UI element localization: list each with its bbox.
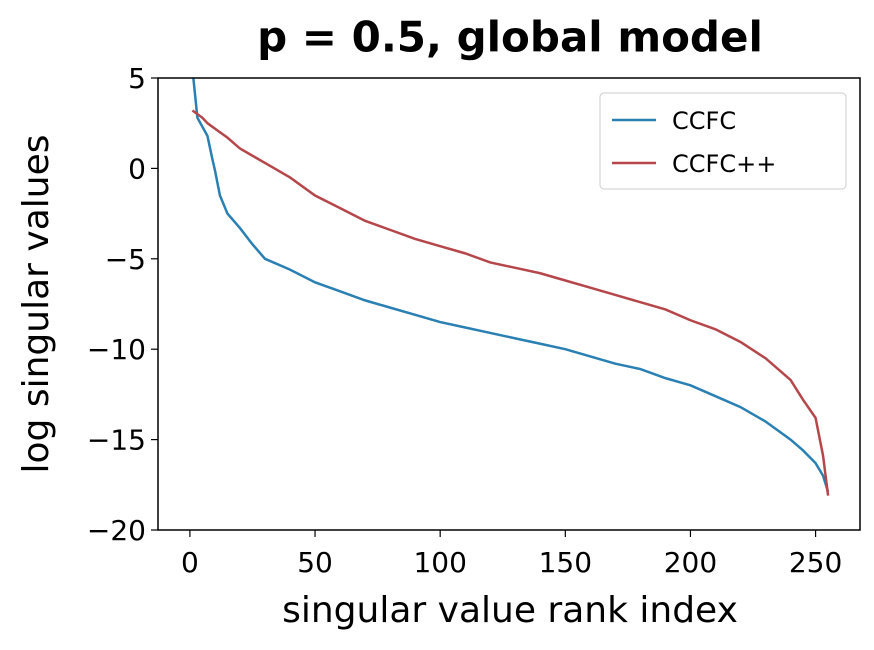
- x-tick-label: 100: [413, 546, 466, 579]
- y-tick-label: −20: [87, 514, 146, 547]
- legend-box: [599, 92, 847, 190]
- plot-area: [191, 78, 830, 496]
- x-tick-label: 150: [539, 546, 592, 579]
- series-line: [192, 78, 830, 493]
- x-tick-label: 250: [789, 546, 842, 579]
- y-tick-label: 5: [128, 62, 146, 95]
- y-tick-label: −10: [87, 333, 146, 366]
- series-line: [191, 109, 830, 496]
- axes-frame: [157, 77, 861, 531]
- legend-label: CCFC: [672, 107, 736, 135]
- chart-title: p = 0.5, global model: [257, 13, 763, 62]
- legend-label: CCFC++: [672, 150, 776, 178]
- x-axis-label: singular value rank index: [282, 590, 738, 631]
- x-tick-label: 200: [664, 546, 717, 579]
- y-tick-label: 0: [128, 152, 146, 185]
- y-axis-label: log singular values: [16, 135, 57, 474]
- y-tick-label: −15: [87, 424, 146, 457]
- x-tick-label: 50: [297, 546, 333, 579]
- y-tick-label: −5: [105, 243, 146, 276]
- x-tick-label: 0: [181, 546, 199, 579]
